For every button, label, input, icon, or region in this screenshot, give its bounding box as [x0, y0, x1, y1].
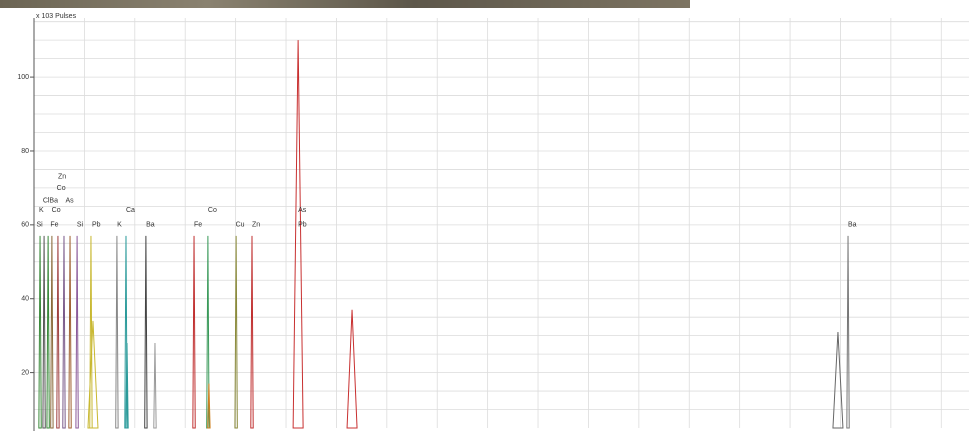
y-tick-label: 100 [17, 74, 29, 81]
element-label: Si [37, 222, 44, 229]
element-label: Co [57, 185, 66, 192]
peak [292, 40, 304, 429]
peak [153, 343, 157, 429]
peak [68, 235, 72, 429]
y-tick-label: 20 [21, 369, 29, 376]
peak [832, 331, 844, 429]
peak [346, 309, 358, 429]
peak [50, 235, 54, 429]
element-label: K [39, 207, 44, 214]
peak [250, 235, 254, 429]
element-label: Pb [298, 222, 307, 229]
photo-strip [0, 0, 690, 8]
element-label: Si [77, 222, 84, 229]
element-label: ClBa [43, 198, 58, 205]
peak [46, 235, 50, 429]
y-axis-label: x 103 Pulses [36, 13, 77, 20]
peak [192, 235, 196, 429]
peak [56, 235, 60, 429]
peak [87, 320, 99, 429]
element-label: Zn [252, 222, 260, 229]
peak [75, 235, 79, 429]
peak [89, 235, 93, 429]
peak [207, 383, 211, 429]
y-tick-label: 60 [21, 222, 29, 229]
element-label: Pb [92, 222, 101, 229]
element-label: Ca [126, 207, 135, 214]
element-label: Fe [194, 222, 202, 229]
element-label: Zn [58, 174, 66, 181]
element-label: Ba [848, 222, 857, 229]
peak [234, 235, 238, 429]
element-label: Cu [236, 222, 245, 229]
peak [125, 343, 129, 429]
element-label: As [298, 207, 307, 214]
element-label: Co [208, 207, 217, 214]
y-tick-label: 40 [21, 296, 29, 303]
element-label: Co [52, 207, 61, 214]
element-label: As [66, 198, 75, 205]
peak [42, 235, 46, 429]
y-tick-label: 80 [21, 148, 29, 155]
peak [62, 235, 66, 429]
element-label: K [117, 222, 122, 229]
peak [144, 235, 148, 429]
element-label: Ba [146, 222, 155, 229]
peak [115, 235, 119, 429]
element-label: Fe [50, 222, 58, 229]
peak [38, 235, 42, 429]
peak [846, 235, 850, 429]
